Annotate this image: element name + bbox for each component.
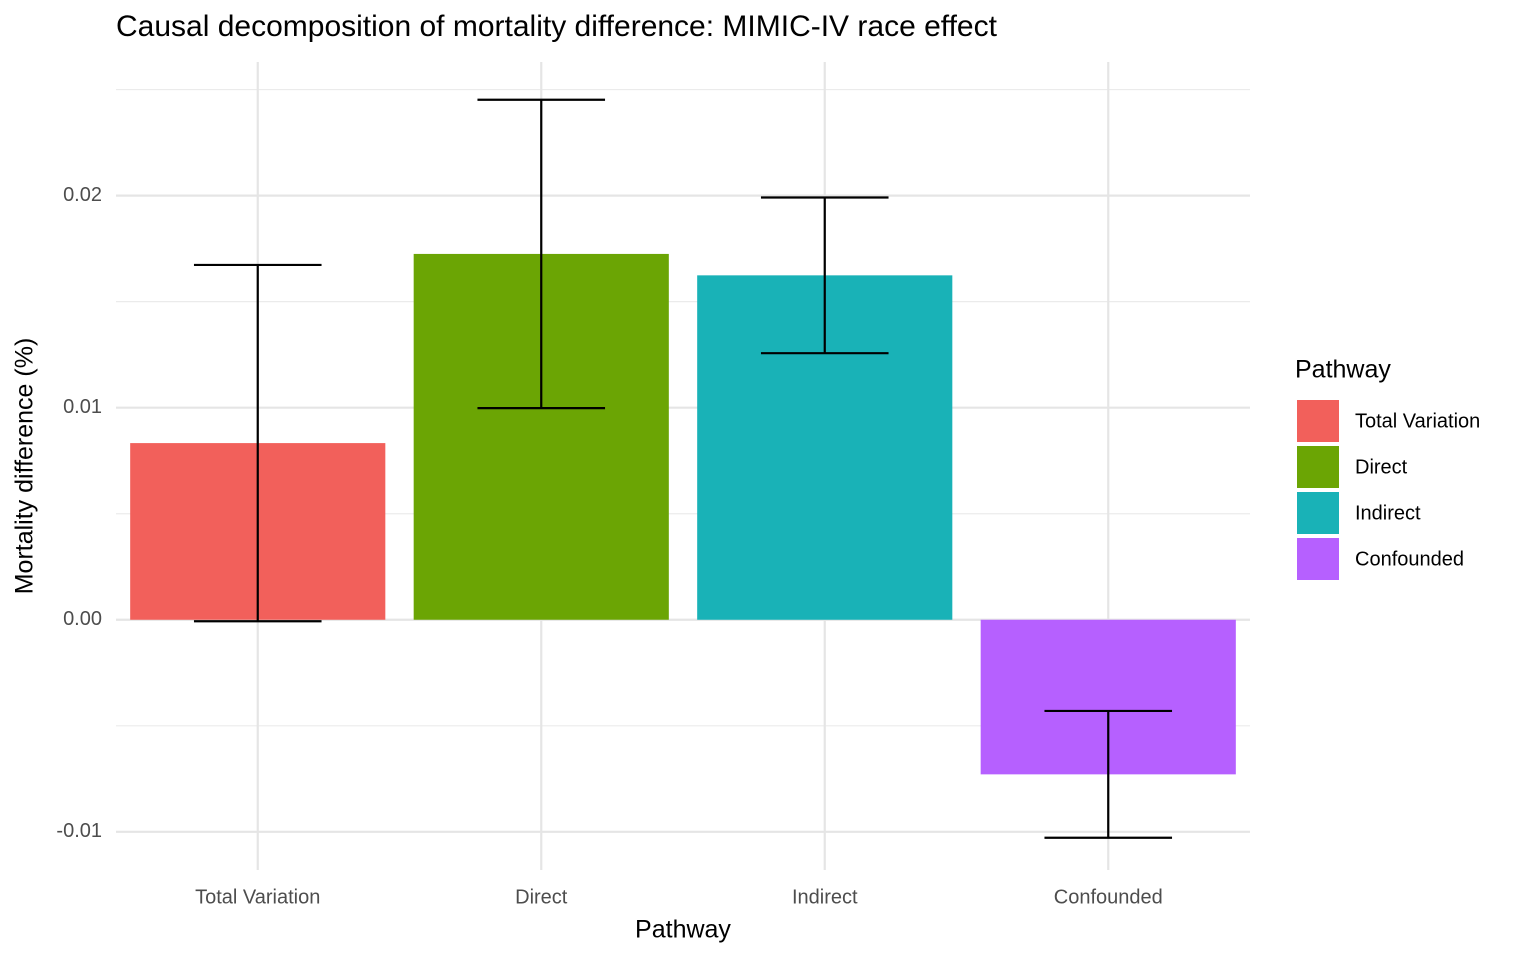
y-axis-title: Mortality difference (%) bbox=[11, 338, 39, 595]
x-axis-title: Pathway bbox=[635, 916, 731, 944]
legend-key bbox=[1297, 400, 1339, 442]
y-tick-label: 0.01 bbox=[63, 396, 102, 418]
legend-key bbox=[1297, 492, 1339, 534]
legend-key bbox=[1297, 446, 1339, 488]
y-tick-label: -0.01 bbox=[56, 820, 102, 842]
legend-label: Total Variation bbox=[1355, 410, 1480, 432]
legend-key bbox=[1297, 538, 1339, 580]
legend-label: Direct bbox=[1355, 456, 1408, 478]
x-tick-label: Indirect bbox=[792, 886, 858, 908]
y-tick-label: 0.00 bbox=[63, 608, 102, 630]
x-tick-label: Direct bbox=[515, 886, 568, 908]
legend-label: Confounded bbox=[1355, 548, 1464, 570]
legend-title: Pathway bbox=[1295, 356, 1391, 384]
x-tick-label: Total Variation bbox=[195, 886, 320, 908]
x-tick-label: Confounded bbox=[1054, 886, 1163, 908]
chart-title: Causal decomposition of mortality differ… bbox=[116, 10, 998, 43]
legend-label: Indirect bbox=[1355, 502, 1421, 524]
y-tick-label: 0.02 bbox=[63, 184, 102, 206]
